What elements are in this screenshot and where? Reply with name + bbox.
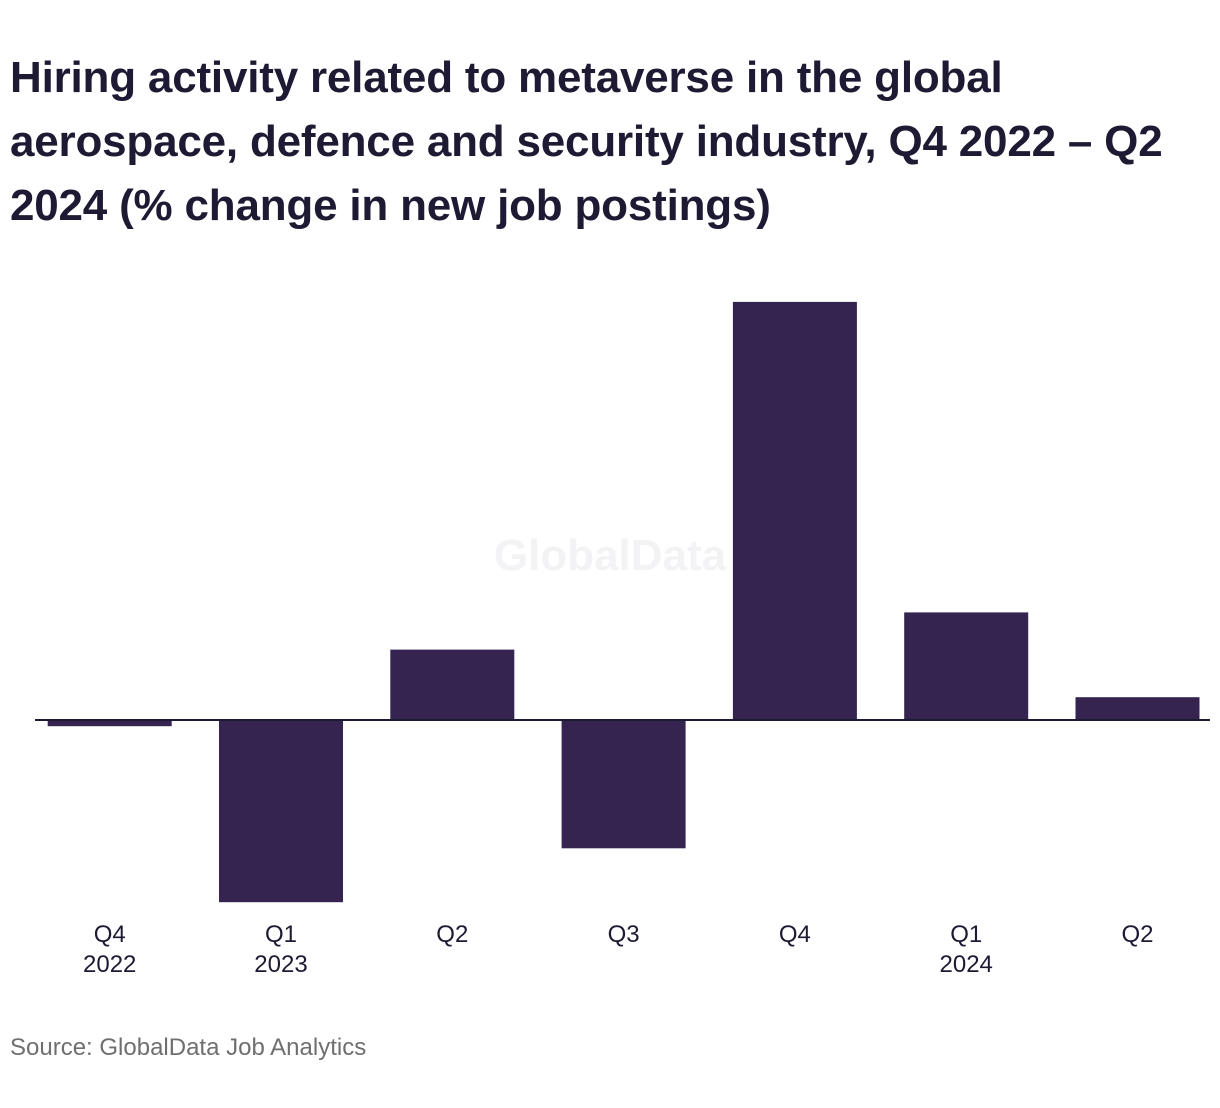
- x-tick-label-year: 2022: [83, 951, 136, 978]
- bar: [390, 649, 515, 720]
- x-tick-label-year: 2024: [940, 951, 993, 978]
- x-axis-labels: Q4 2022 Q1 2023 Q2 Q3 Q4 Q1 2024 Q2: [83, 921, 1154, 978]
- bar: [904, 612, 1029, 720]
- bar: [732, 301, 857, 720]
- x-tick-label-quarter: Q2: [436, 921, 468, 948]
- x-tick-label-quarter: Q4: [779, 921, 811, 948]
- x-tick-label-quarter: Q3: [608, 921, 640, 948]
- x-tick-label-quarter: Q2: [1121, 921, 1153, 948]
- x-tick-label-quarter: Q1: [265, 921, 297, 948]
- x-tick-label-year: 2023: [254, 951, 307, 978]
- source-note: Source: GlobalData Job Analytics: [10, 1034, 367, 1061]
- x-tick-label-quarter: Q4: [94, 921, 126, 948]
- bar: [1075, 697, 1200, 720]
- bar-chart: GlobalData Q4 2022 Q1 2023 Q2 Q3 Q4 Q1 2024 Q2: [35, 301, 1210, 978]
- chart-title: Hiring activity related to metaverse in …: [10, 53, 1163, 230]
- watermark: GlobalData: [494, 531, 727, 580]
- bars-group: [47, 301, 1200, 903]
- x-tick-label-quarter: Q1: [950, 921, 982, 948]
- bar: [219, 720, 343, 903]
- bar: [561, 720, 686, 849]
- bar: [47, 720, 172, 727]
